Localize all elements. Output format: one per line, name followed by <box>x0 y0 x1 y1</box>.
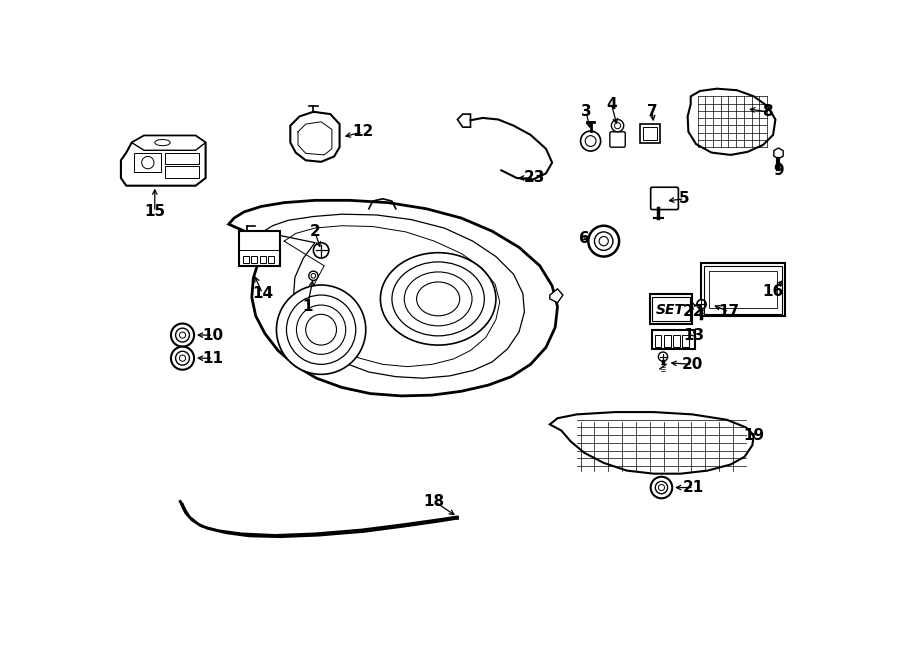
Circle shape <box>313 243 328 258</box>
Polygon shape <box>291 112 339 162</box>
Circle shape <box>580 131 600 151</box>
Polygon shape <box>131 136 205 150</box>
FancyBboxPatch shape <box>640 124 660 142</box>
Circle shape <box>276 285 365 374</box>
FancyBboxPatch shape <box>651 187 679 210</box>
Text: 7: 7 <box>647 105 658 119</box>
Circle shape <box>599 236 608 246</box>
Circle shape <box>176 328 189 342</box>
Circle shape <box>659 485 664 491</box>
Text: 16: 16 <box>762 284 784 299</box>
Polygon shape <box>550 412 754 474</box>
Bar <box>165 166 200 178</box>
Bar <box>134 152 161 172</box>
Text: 9: 9 <box>773 163 784 178</box>
Text: 3: 3 <box>580 105 591 119</box>
Text: 6: 6 <box>579 231 590 246</box>
Circle shape <box>171 347 194 370</box>
Circle shape <box>659 352 668 361</box>
Text: 14: 14 <box>252 286 274 301</box>
FancyBboxPatch shape <box>650 295 692 324</box>
Text: 19: 19 <box>743 428 764 443</box>
Text: 21: 21 <box>683 480 705 495</box>
Text: 23: 23 <box>524 171 545 185</box>
Text: 18: 18 <box>424 494 445 509</box>
Bar <box>165 152 200 164</box>
Circle shape <box>697 300 706 309</box>
Circle shape <box>615 122 621 128</box>
Circle shape <box>585 136 596 146</box>
Text: 5: 5 <box>680 191 690 207</box>
Polygon shape <box>550 289 562 303</box>
Circle shape <box>286 295 356 364</box>
Text: 2: 2 <box>310 224 320 240</box>
Text: SET: SET <box>656 303 685 316</box>
Text: 22: 22 <box>683 305 705 320</box>
Circle shape <box>595 232 613 250</box>
Circle shape <box>141 156 154 169</box>
Text: 17: 17 <box>718 305 740 320</box>
Circle shape <box>309 271 318 281</box>
Circle shape <box>611 119 624 132</box>
Circle shape <box>176 352 189 365</box>
Circle shape <box>171 324 194 347</box>
FancyBboxPatch shape <box>610 132 626 147</box>
Text: 20: 20 <box>681 357 703 372</box>
Circle shape <box>306 314 337 345</box>
Circle shape <box>296 305 346 354</box>
Text: 12: 12 <box>352 124 374 139</box>
Circle shape <box>311 273 316 278</box>
Text: 10: 10 <box>202 328 224 342</box>
Polygon shape <box>688 89 776 155</box>
FancyBboxPatch shape <box>701 263 785 316</box>
Circle shape <box>655 481 668 494</box>
Text: 13: 13 <box>683 328 705 342</box>
Circle shape <box>589 226 619 257</box>
FancyBboxPatch shape <box>239 231 280 265</box>
Polygon shape <box>457 114 471 127</box>
Circle shape <box>179 355 185 361</box>
Circle shape <box>651 477 672 498</box>
Polygon shape <box>121 136 205 186</box>
Text: 8: 8 <box>762 105 773 119</box>
Polygon shape <box>229 201 557 396</box>
Text: 4: 4 <box>606 97 616 112</box>
Text: 11: 11 <box>202 351 224 365</box>
FancyBboxPatch shape <box>652 330 695 349</box>
Circle shape <box>179 332 185 338</box>
Text: 15: 15 <box>144 205 166 219</box>
Text: 1: 1 <box>302 299 312 314</box>
